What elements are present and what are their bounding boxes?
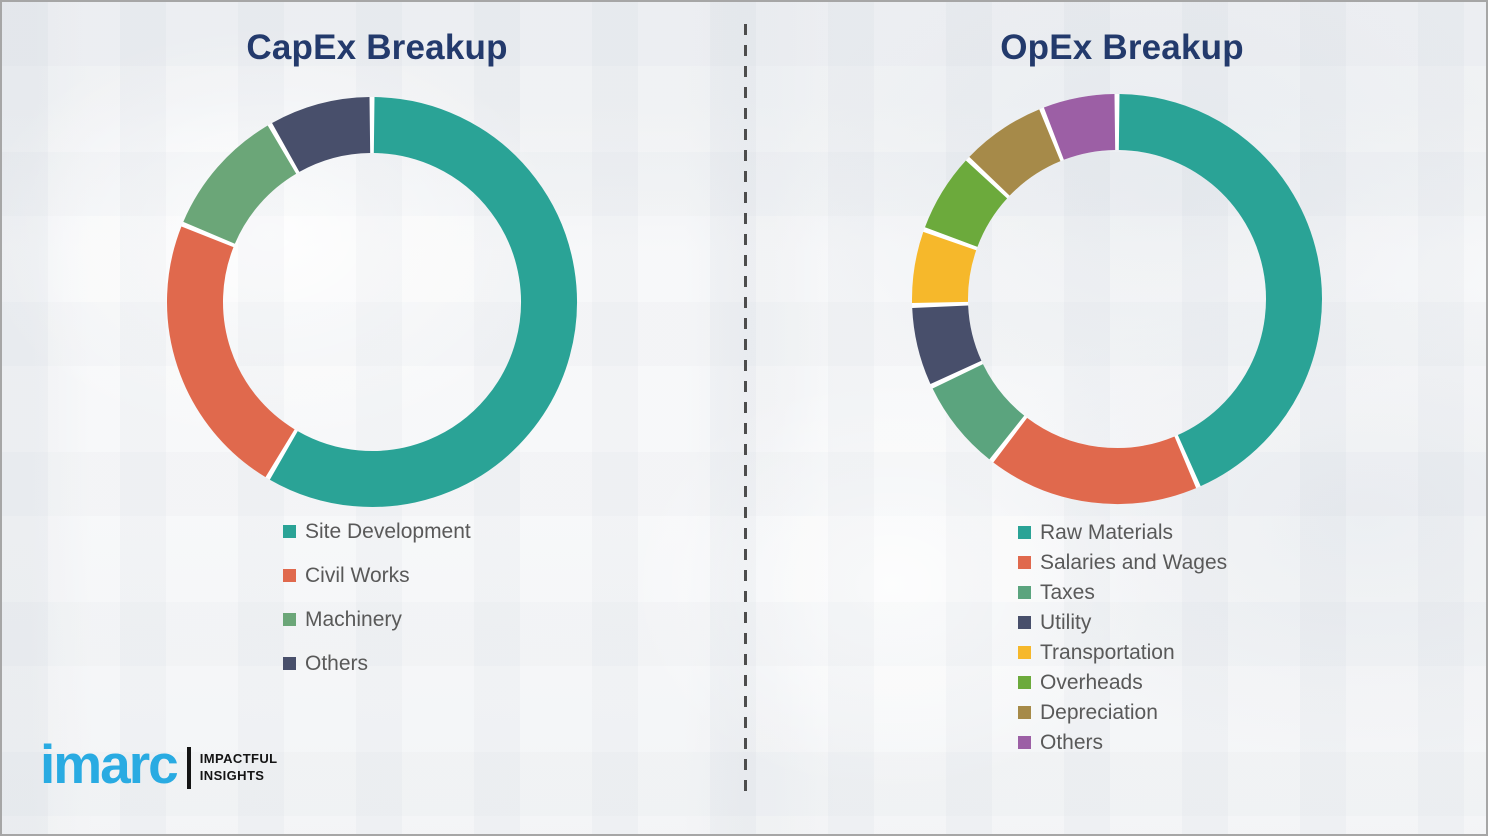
legend-swatch-others bbox=[1018, 735, 1031, 749]
legend-item-salaries-and-wages: Salaries and Wages bbox=[1018, 550, 1227, 574]
center-dashed-divider bbox=[744, 24, 747, 792]
donut-segment-others bbox=[272, 97, 371, 173]
legend-label-salaries-and-wages: Salaries and Wages bbox=[1040, 550, 1228, 574]
opex-legend: Raw Materials Salaries and Wages Taxes Util… bbox=[1018, 520, 1227, 754]
legend-label-others: Others bbox=[1040, 730, 1104, 754]
imarc-logo-wordmark: imarc bbox=[40, 733, 179, 795]
legend-label-others: Others bbox=[305, 651, 369, 675]
imarc-tagline-line2: INSIGHTS bbox=[199, 767, 265, 783]
legend-swatch-civil-works bbox=[283, 568, 296, 582]
legend-swatch-transportation bbox=[1018, 645, 1031, 659]
imarc-tagline-line1: IMPACTFUL bbox=[199, 751, 278, 767]
donut-segment-overheads bbox=[924, 160, 1008, 248]
legend-item-depreciation: Depreciation bbox=[1018, 700, 1227, 724]
legend-swatch-taxes bbox=[1018, 585, 1031, 599]
legend-label-transportation: Transportation bbox=[1040, 640, 1175, 664]
legend-label-overheads: Overheads bbox=[1040, 670, 1143, 694]
capex-legend: Site Development Civil Works Machinery Othe… bbox=[283, 518, 471, 676]
legend-item-civil-works: Civil Works bbox=[283, 562, 471, 588]
legend-swatch-machinery bbox=[283, 612, 296, 626]
legend-swatch-depreciation bbox=[1018, 705, 1031, 719]
donut-segment-utility bbox=[912, 304, 982, 385]
legend-item-others: Others bbox=[1018, 730, 1227, 754]
donut-segment-site-development bbox=[269, 97, 577, 507]
legend-swatch-site-development bbox=[283, 524, 296, 538]
legend-label-site-development: Site Development bbox=[305, 519, 471, 543]
legend-label-raw-materials: Raw Materials bbox=[1040, 520, 1174, 544]
legend-item-others: Others bbox=[283, 650, 471, 676]
legend-label-utility: Utility bbox=[1040, 610, 1092, 634]
legend-item-site-development: Site Development bbox=[283, 518, 471, 544]
donut-segment-depreciation bbox=[969, 109, 1062, 197]
legend-item-machinery: Machinery bbox=[283, 606, 471, 632]
legend-item-transportation: Transportation bbox=[1018, 640, 1227, 664]
legend-label-depreciation: Depreciation bbox=[1040, 700, 1158, 724]
legend-item-overheads: Overheads bbox=[1018, 670, 1227, 694]
imarc-logo: imarc IMPACTFUL INSIGHTS bbox=[40, 737, 278, 792]
legend-swatch-salaries-and-wages bbox=[1018, 555, 1031, 569]
legend-item-taxes: Taxes bbox=[1018, 580, 1227, 604]
imarc-logo-divider-bar bbox=[186, 746, 191, 789]
legend-label-machinery: Machinery bbox=[305, 607, 402, 631]
donut-segment-raw-materials bbox=[1118, 94, 1322, 487]
donut-segment-civil-works bbox=[167, 226, 296, 478]
legend-swatch-others bbox=[283, 656, 296, 670]
donut-segment-transportation bbox=[912, 231, 977, 303]
legend-label-civil-works: Civil Works bbox=[305, 563, 410, 587]
legend-item-raw-materials: Raw Materials bbox=[1018, 520, 1227, 544]
donut-segment-taxes bbox=[932, 363, 1025, 460]
capex-chart-title: CapEx Breakup bbox=[246, 28, 508, 67]
donut-segment-machinery bbox=[183, 125, 297, 245]
legend-swatch-overheads bbox=[1018, 675, 1031, 689]
donut-segment-others bbox=[1043, 94, 1116, 161]
imarc-logo-tagline: IMPACTFUL INSIGHTS bbox=[200, 751, 278, 784]
legend-label-taxes: Taxes bbox=[1040, 580, 1095, 604]
opex-chart-title: OpEx Breakup bbox=[1000, 28, 1244, 67]
legend-swatch-utility bbox=[1018, 615, 1031, 629]
opex-donut-chart bbox=[912, 94, 1322, 504]
donut-segment-salaries-and-wages bbox=[993, 417, 1197, 504]
capex-donut-chart bbox=[167, 97, 577, 507]
legend-swatch-raw-materials bbox=[1018, 525, 1031, 539]
legend-item-utility: Utility bbox=[1018, 610, 1227, 634]
